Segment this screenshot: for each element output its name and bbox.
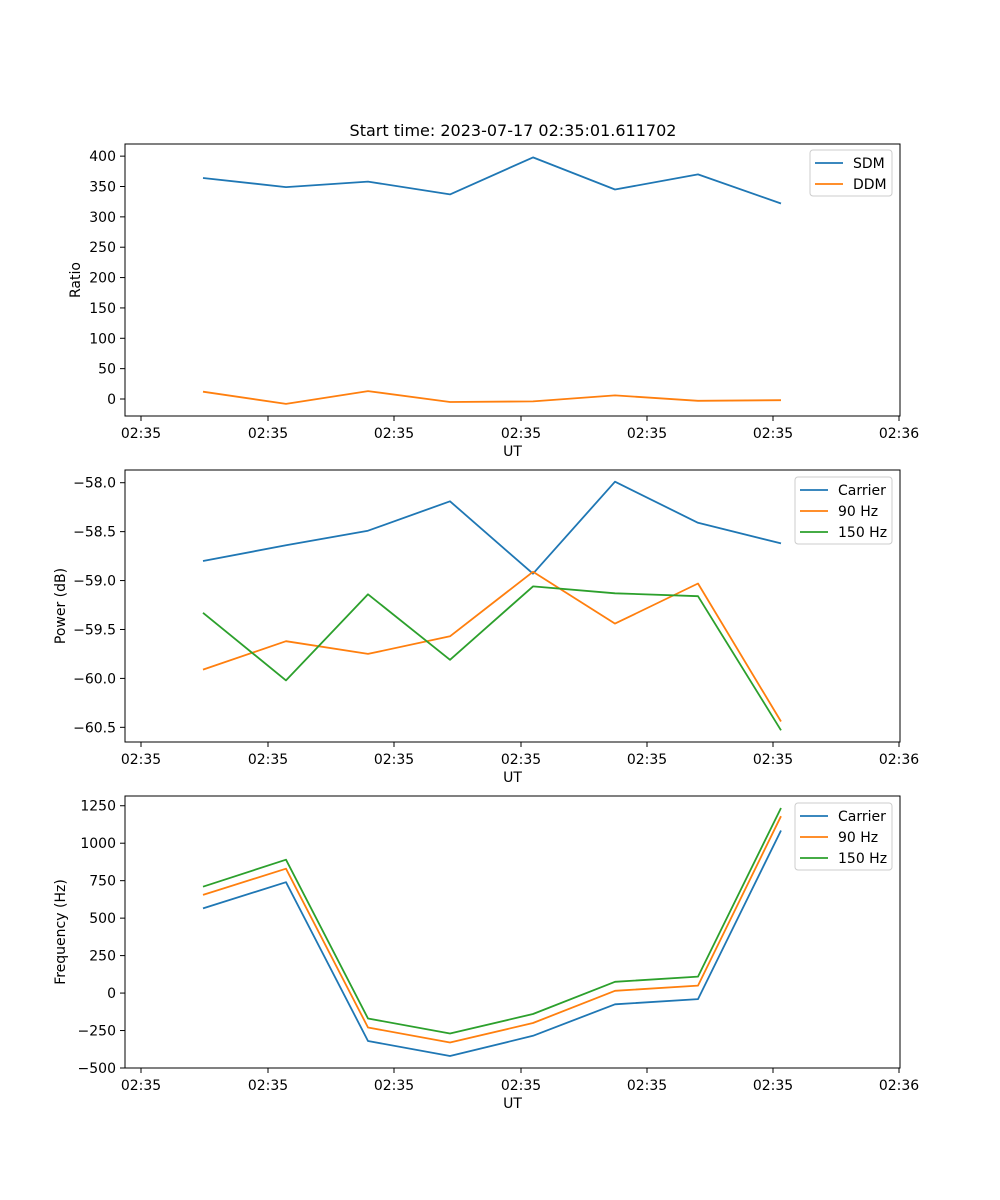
x-tick-label: 02:35 bbox=[248, 752, 288, 768]
x-axis-label: UT bbox=[503, 770, 522, 786]
x-tick-label: 02:35 bbox=[501, 426, 541, 442]
x-tick-label: 02:35 bbox=[627, 426, 667, 442]
y-tick-label: 0 bbox=[107, 986, 116, 1002]
x-tick-label: 02:35 bbox=[627, 752, 667, 768]
legend-label: 90 Hz bbox=[838, 504, 878, 520]
legend: Carrier 90 Hz 150 Hz bbox=[794, 802, 893, 871]
legend-label: 150 Hz bbox=[838, 851, 887, 867]
y-tick-label: −58.0 bbox=[73, 476, 116, 492]
chart-panel-3: 02:35 02:35 02:35 02:35 02:35 02:35 02:36 UT −50… bbox=[53, 795, 919, 1112]
legend: Carrier 90 Hz 150 Hz bbox=[794, 476, 893, 545]
y-tick-label: 1000 bbox=[80, 836, 116, 852]
series-line-150-hz bbox=[202, 585, 782, 731]
y-tick-label: −59.0 bbox=[73, 574, 116, 590]
x-tick-label: 02:35 bbox=[121, 1078, 161, 1094]
x-tick-label: 02:35 bbox=[627, 1078, 667, 1094]
legend-box bbox=[794, 476, 893, 545]
x-tick-label: 02:35 bbox=[374, 426, 414, 442]
axes-frame bbox=[124, 143, 901, 417]
legend: SDM DDM bbox=[809, 149, 893, 197]
y-tick-label: −58.5 bbox=[73, 525, 116, 541]
x-tick-label: 02:35 bbox=[753, 752, 793, 768]
y-tick-label: 400 bbox=[89, 149, 116, 165]
x-tick-label: 02:35 bbox=[248, 1078, 288, 1094]
y-tick-label: −60.0 bbox=[73, 671, 116, 687]
series-line-sdm bbox=[202, 156, 782, 205]
y-tick-label: 350 bbox=[89, 180, 116, 196]
axes-frame bbox=[124, 469, 901, 743]
y-tick-label: 250 bbox=[89, 240, 116, 256]
y-tick-label: 50 bbox=[98, 362, 116, 378]
y-tick-label: 300 bbox=[89, 210, 116, 226]
chart-panel-1: 02:35 02:35 02:35 02:35 02:35 02:35 02:36 UT 0 50… bbox=[68, 143, 919, 460]
y-tick-label: 100 bbox=[89, 331, 116, 347]
x-tick-label: 02:35 bbox=[374, 752, 414, 768]
x-tick-label: 02:35 bbox=[501, 1078, 541, 1094]
x-tick-label: 02:35 bbox=[501, 752, 541, 768]
y-axis-label: Power (dB) bbox=[53, 568, 69, 644]
chart-panel-2: 02:35 02:35 02:35 02:35 02:35 02:35 02:36 UT −60… bbox=[53, 469, 919, 786]
panels: 02:35 02:35 02:35 02:35 02:35 02:35 02:36 UT 0 50… bbox=[53, 143, 919, 1112]
x-tick-label: 02:35 bbox=[374, 1078, 414, 1094]
legend-label: DDM bbox=[853, 177, 887, 193]
x-tick-label: 02:35 bbox=[248, 426, 288, 442]
y-tick-label: 750 bbox=[89, 874, 116, 890]
y-tick-label: 1250 bbox=[80, 799, 116, 815]
series-line-ddm bbox=[202, 390, 782, 405]
x-tick-label: 02:36 bbox=[879, 426, 919, 442]
y-tick-label: 150 bbox=[89, 301, 116, 317]
x-tick-label: 02:35 bbox=[753, 1078, 793, 1094]
y-tick-label: 250 bbox=[89, 949, 116, 965]
y-tick-label: −250 bbox=[78, 1024, 116, 1040]
series-line-90-hz bbox=[202, 570, 782, 722]
y-tick-label: −59.5 bbox=[73, 622, 116, 638]
x-tick-label: 02:36 bbox=[879, 752, 919, 768]
figure-title: Start time: 2023-07-17 02:35:01.611702 bbox=[350, 121, 677, 140]
series-line-150-hz bbox=[202, 807, 782, 1035]
series-line-carrier bbox=[202, 830, 782, 1057]
y-tick-label: 0 bbox=[107, 392, 116, 408]
y-tick-label: 500 bbox=[89, 911, 116, 927]
axes-frame bbox=[124, 795, 901, 1069]
y-axis-label: Ratio bbox=[68, 262, 84, 298]
series-line-carrier bbox=[202, 480, 782, 575]
legend-label: Carrier bbox=[838, 809, 886, 825]
series-line-90-hz bbox=[202, 815, 782, 1044]
x-tick-label: 02:36 bbox=[879, 1078, 919, 1094]
x-axis-label: UT bbox=[503, 444, 522, 460]
x-tick-label: 02:35 bbox=[121, 426, 161, 442]
x-tick-label: 02:35 bbox=[753, 426, 793, 442]
y-tick-label: −500 bbox=[78, 1061, 116, 1077]
y-tick-label: 200 bbox=[89, 271, 116, 287]
legend-label: SDM bbox=[853, 156, 885, 172]
legend-box bbox=[794, 802, 893, 871]
legend-label: 150 Hz bbox=[838, 525, 887, 541]
legend-label: 90 Hz bbox=[838, 830, 878, 846]
x-tick-label: 02:35 bbox=[121, 752, 161, 768]
y-axis-label: Frequency (Hz) bbox=[53, 879, 69, 985]
x-axis-label: UT bbox=[503, 1096, 522, 1112]
y-tick-label: −60.5 bbox=[73, 720, 116, 736]
legend-label: Carrier bbox=[838, 483, 886, 499]
